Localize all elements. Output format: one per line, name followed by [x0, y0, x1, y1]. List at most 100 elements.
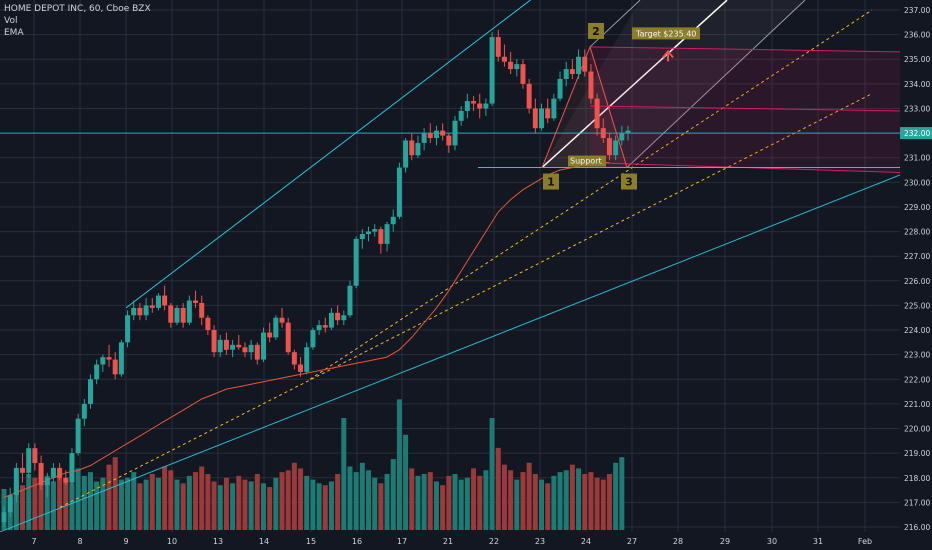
target-arrow-icon	[662, 49, 674, 62]
candle-body	[81, 403, 87, 419]
candle-body	[137, 307, 143, 316]
volume-bar	[600, 479, 606, 530]
volume-bar	[532, 474, 538, 530]
volume-bar	[403, 434, 409, 530]
volume-bar	[446, 475, 452, 530]
volume-bar	[483, 470, 489, 530]
time-tick-label: 14	[259, 537, 269, 546]
candle-body	[433, 130, 439, 139]
time-tick-label: 27	[627, 537, 637, 546]
candle-body	[557, 78, 563, 99]
candle-body	[143, 305, 149, 316]
price-tick-label: 227.00	[904, 252, 930, 261]
candle-body	[125, 315, 131, 343]
volume-bar	[551, 475, 557, 530]
time-tick-label: 9	[123, 537, 128, 546]
volume-bar	[260, 483, 266, 530]
candle-body	[501, 56, 507, 62]
volume-bar	[495, 447, 501, 530]
candle-body	[94, 364, 100, 380]
candle-body	[44, 477, 50, 486]
volume-indicator-label[interactable]: Vol	[4, 16, 18, 26]
candle-body	[372, 229, 378, 232]
dashed-median-line-upper	[309, 9, 873, 380]
candle-body	[267, 332, 273, 338]
fib-level-line	[589, 46, 901, 53]
candle-body	[396, 167, 402, 217]
volume-bar	[285, 470, 291, 530]
candle-body	[186, 300, 192, 323]
price-tick-label: 233.00	[904, 104, 930, 113]
candle-body	[69, 453, 75, 483]
candle-body	[403, 140, 409, 168]
volume-bar	[576, 468, 582, 530]
candle-body	[551, 98, 557, 119]
candle-body	[625, 130, 631, 134]
candle-body	[539, 108, 545, 129]
upper-trendline	[125, 0, 532, 309]
pattern-path	[541, 45, 628, 168]
pitchfork-lower-tine	[626, 0, 806, 168]
volume-bar	[273, 477, 279, 530]
candle-body	[193, 300, 199, 303]
candle-body	[131, 307, 137, 316]
volume-bar	[279, 472, 285, 530]
price-tick-label: 222.00	[904, 375, 930, 384]
candle-body	[477, 103, 483, 109]
volume-bar	[75, 468, 81, 530]
candle-body	[38, 462, 44, 486]
volume-bar	[199, 466, 205, 530]
candle-body	[20, 467, 26, 473]
candle-body	[359, 234, 365, 239]
candle-body	[162, 295, 168, 306]
candle-body	[242, 347, 248, 353]
candle-body	[489, 37, 495, 104]
candle-body	[199, 302, 205, 318]
candle-body	[390, 216, 396, 225]
volume-bar	[193, 472, 199, 530]
candle-body	[440, 130, 446, 136]
candle-body	[13, 467, 19, 495]
pattern-point-label: 1	[547, 176, 555, 189]
candle-body	[619, 133, 625, 141]
candle-body	[335, 312, 341, 321]
volume-bar	[267, 487, 273, 530]
price-tick-label: 223.00	[904, 351, 930, 360]
volume-bar	[501, 464, 507, 530]
support-label: Support	[570, 157, 602, 166]
symbol-title[interactable]: HOME DEPOT INC, 60, Cboe BZX	[4, 4, 151, 14]
candle-body	[279, 317, 285, 323]
candle-body	[87, 379, 93, 404]
trendlines	[0, 0, 901, 533]
candle-body	[347, 285, 353, 316]
candle-body	[569, 69, 575, 75]
volume-bar	[514, 479, 520, 530]
volume-bar	[328, 481, 334, 530]
fib-fill	[590, 46, 900, 173]
volume-bar	[81, 475, 87, 530]
volume-bar	[489, 418, 495, 530]
time-tick-label: 15	[306, 537, 316, 546]
candle-body	[32, 448, 38, 463]
candle-body	[458, 110, 464, 121]
candle-body	[50, 467, 56, 478]
candle-body	[576, 56, 582, 75]
volume-bar	[298, 468, 304, 530]
candle-body	[291, 352, 297, 365]
candle-body	[254, 344, 260, 360]
candle-body	[112, 359, 118, 375]
volume-bar	[242, 479, 248, 530]
volume-bar	[384, 474, 390, 530]
candle-body	[223, 339, 229, 350]
target-label: Target $235.40	[635, 29, 696, 38]
candle-body	[304, 347, 310, 372]
candle-body	[446, 135, 452, 146]
volume-bar	[563, 470, 569, 530]
volume-bar	[20, 485, 26, 530]
volume-bar	[464, 477, 470, 530]
pattern-point-label: 3	[625, 176, 633, 189]
candle-body	[174, 307, 180, 323]
ema-indicator-label[interactable]: EMA	[4, 28, 24, 38]
volume-bar	[390, 459, 396, 530]
